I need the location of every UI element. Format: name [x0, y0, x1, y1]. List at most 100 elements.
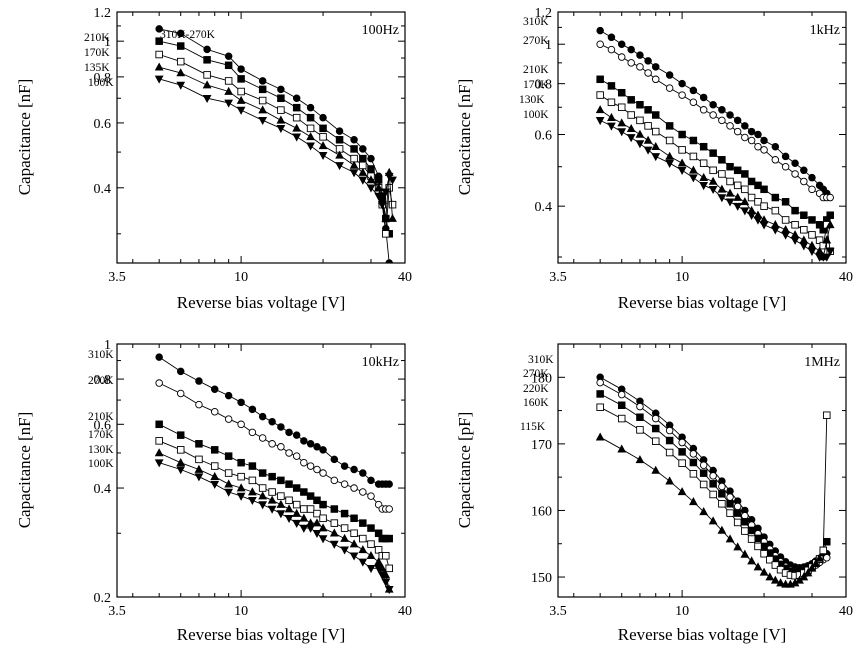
- data-point-210k: [367, 524, 375, 532]
- data-point-100k: [358, 176, 368, 185]
- data-point-270k: [367, 492, 375, 500]
- data-point-115k: [740, 549, 750, 558]
- data-point-270k: [313, 465, 321, 474]
- data-point-135k: [236, 95, 246, 104]
- panel-frequency-label: 1kHz: [810, 23, 840, 38]
- data-point-310k: [367, 476, 375, 485]
- data-point-270k: [709, 111, 717, 119]
- data-point-115k: [717, 525, 727, 534]
- data-point-160k: [754, 542, 762, 551]
- data-point-270k: [754, 142, 762, 151]
- data-point-100k: [258, 501, 268, 510]
- data-point-130k: [699, 172, 709, 181]
- data-point-160k: [689, 470, 698, 478]
- data-point-210k: [258, 85, 267, 94]
- data-point-115k: [811, 558, 821, 568]
- data-point-270k: [268, 440, 276, 448]
- data-point-170k: [285, 496, 293, 505]
- data-point-160k: [733, 518, 742, 527]
- data-point-160k: [766, 555, 774, 564]
- chart-panel-1: 3.5 10 40 0.4 0.6 0.8 1 1.2 Reverse bias voltage…: [15, 6, 412, 312]
- data-point-270k: [689, 450, 698, 458]
- data-point-210k: [224, 61, 233, 70]
- data-point-210k: [268, 472, 276, 481]
- data-point-160k: [747, 535, 756, 543]
- data-point-115k: [635, 455, 645, 464]
- y-tick-label: 0.8: [94, 373, 112, 388]
- data-point-130k: [284, 504, 294, 513]
- x-tick-label: 40: [398, 604, 412, 619]
- data-point-170k: [237, 472, 245, 481]
- data-point-310k-270k: [237, 65, 245, 73]
- data-point-310k: [760, 136, 768, 145]
- data-point-160k: [678, 459, 686, 467]
- data-point-115k: [689, 497, 698, 506]
- data-point-130k: [267, 495, 277, 504]
- data-point-130k: [689, 165, 698, 174]
- data-point-100k: [388, 176, 397, 185]
- data-point-270k: [350, 484, 358, 492]
- data-point-130k: [194, 464, 204, 473]
- data-point-270k: [760, 146, 768, 154]
- data-point-210k: [300, 488, 308, 496]
- chart-panel-2: 3.5 10 40 0.4 0.6 0.8 1 1.2 Reverse bias voltage…: [455, 6, 853, 312]
- x-axis-title: Reverse bias voltage [V]: [177, 293, 346, 312]
- data-point-100k: [366, 565, 376, 574]
- data-point-100k: [292, 519, 302, 528]
- data-point-270k: [300, 458, 308, 467]
- data-point-160k: [709, 490, 717, 499]
- data-point-310k-270k: [277, 85, 285, 94]
- data-point-170k: [760, 202, 768, 210]
- data-point-130k: [733, 192, 743, 201]
- data-point-130k: [299, 513, 309, 522]
- data-point-100k: [790, 236, 800, 245]
- data-point-270k: [733, 127, 742, 136]
- data-point-100k: [306, 142, 315, 151]
- data-point-170k: [388, 200, 397, 209]
- data-point-170k: [385, 564, 393, 573]
- y-tick-label: 1: [545, 38, 552, 53]
- data-point-220k: [651, 424, 660, 433]
- data-point-170k: [747, 193, 756, 202]
- data-point-100k: [381, 578, 391, 587]
- data-point-310k: [224, 391, 233, 400]
- data-point-210k: [258, 469, 267, 477]
- data-point-310k: [771, 142, 780, 151]
- data-point-270k: [781, 162, 790, 171]
- data-point-270k: [359, 488, 367, 496]
- data-point-210k: [800, 211, 808, 219]
- x-tick-label: 3.5: [549, 604, 567, 619]
- data-point-100k: [318, 535, 328, 544]
- data-point-310k-270k: [350, 136, 358, 144]
- data-point-100k: [740, 207, 750, 216]
- data-point-210k: [665, 122, 674, 130]
- panel-frequency-label: 1MHz: [804, 355, 840, 370]
- data-point-270k: [791, 170, 799, 178]
- x-tick-label: 3.5: [108, 270, 126, 285]
- data-point-210k: [617, 88, 626, 97]
- data-point-170k: [155, 50, 163, 59]
- data-point-310k-270k: [258, 77, 267, 85]
- data-point-170k: [258, 484, 267, 492]
- data-point-310k: [800, 166, 808, 175]
- data-point-270k: [636, 402, 644, 411]
- data-point-135k: [318, 141, 328, 150]
- series-line-100k: [159, 78, 393, 207]
- data-point-270k: [709, 472, 717, 480]
- data-point-170k: [155, 437, 163, 445]
- data-point-130k: [607, 112, 616, 121]
- data-point-100k: [799, 242, 809, 251]
- data-point-270k: [340, 480, 349, 488]
- data-point-310k: [741, 122, 749, 130]
- data-point-310k: [210, 385, 219, 393]
- data-point-210k: [330, 505, 339, 513]
- series-label-310k: 310K: [88, 349, 114, 361]
- data-point-270k: [800, 177, 808, 186]
- data-point-310k-270k: [176, 29, 185, 38]
- data-point-210k: [319, 500, 327, 509]
- data-point-115k: [708, 516, 718, 525]
- data-point-100k: [335, 162, 344, 171]
- data-point-100k: [377, 201, 387, 210]
- data-point-170k: [726, 177, 734, 186]
- data-point-310k: [155, 353, 163, 361]
